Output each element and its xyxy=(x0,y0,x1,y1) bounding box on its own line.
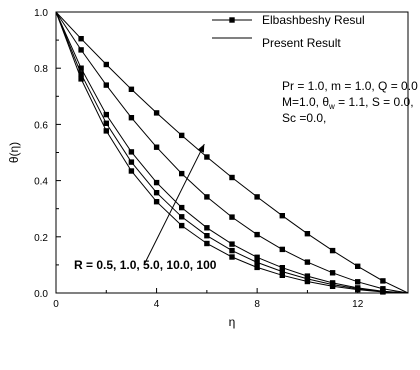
data-point xyxy=(204,225,210,231)
data-point xyxy=(78,71,84,77)
data-point xyxy=(229,214,235,220)
data-point xyxy=(229,174,235,181)
theta-subscript: w xyxy=(328,102,335,111)
data-point xyxy=(78,47,84,53)
parameters-note: Pr = 1.0, m = 1.0, Q = 0.0 M=1.0, θw = 1… xyxy=(282,79,418,125)
data-point xyxy=(204,240,210,247)
data-point xyxy=(204,154,210,160)
data-point xyxy=(153,199,160,205)
data-point xyxy=(204,194,210,200)
x-tick-label: 12 xyxy=(352,299,364,310)
data-point xyxy=(254,259,260,266)
legend-label-elbashbeshy: Elbashbeshy Resul xyxy=(262,13,365,27)
data-point xyxy=(304,231,311,237)
series-1 xyxy=(55,11,409,294)
series-5 xyxy=(55,11,409,295)
data-point xyxy=(153,110,160,116)
data-point xyxy=(279,272,285,278)
legend: Elbashbeshy Resul Present Result xyxy=(212,13,365,50)
data-point xyxy=(78,36,84,42)
data-point xyxy=(254,264,260,271)
data-point xyxy=(179,222,185,229)
data-point xyxy=(179,170,185,177)
data-point xyxy=(229,254,235,260)
data-point xyxy=(329,247,336,254)
data-point xyxy=(78,76,84,82)
data-point xyxy=(380,289,386,295)
data-point xyxy=(128,115,135,121)
series-4 xyxy=(55,11,409,295)
series-2 xyxy=(55,11,409,294)
data-point xyxy=(103,82,109,88)
data-point xyxy=(304,259,311,265)
series-3 xyxy=(55,11,409,294)
data-point xyxy=(279,246,285,253)
data-point xyxy=(128,149,135,155)
y-tick-label: 0.0 xyxy=(34,289,48,300)
data-point xyxy=(279,213,285,219)
parameters-line-2-end: = 1.1, S = 0.0, xyxy=(335,95,414,109)
data-point xyxy=(229,241,235,247)
legend-label-present: Present Result xyxy=(262,36,341,50)
data-point xyxy=(179,204,185,211)
data-point xyxy=(329,270,336,276)
data-point xyxy=(279,268,285,275)
parameters-line-2-start: M=1.0, θ xyxy=(282,95,329,109)
parameters-line-1: Pr = 1.0, m = 1.0, Q = 0.0 xyxy=(282,79,418,93)
data-point xyxy=(355,263,361,269)
x-tick-label: 4 xyxy=(154,299,160,310)
x-tick-label: 8 xyxy=(254,299,260,310)
plot-content xyxy=(55,11,409,295)
data-point xyxy=(279,265,285,271)
y-tick-label: 1.0 xyxy=(34,8,48,19)
data-point xyxy=(153,179,160,186)
data-point xyxy=(179,214,185,220)
data-point xyxy=(254,194,260,200)
data-point xyxy=(355,279,361,285)
x-axis-label: η xyxy=(229,315,236,329)
data-point xyxy=(329,283,336,289)
data-point xyxy=(103,111,109,118)
data-point xyxy=(304,278,311,285)
data-point xyxy=(254,231,260,238)
axis-ticks: 0 4 8 12 0.0 0.2 0.4 0.6 0.8 1.0 xyxy=(34,8,364,310)
legend-marker-elbashbeshy xyxy=(229,17,235,23)
annotation-arrowhead xyxy=(197,144,205,153)
y-tick-label: 0.2 xyxy=(34,233,48,244)
data-point xyxy=(153,190,160,196)
data-point xyxy=(128,159,135,165)
data-point xyxy=(380,278,386,284)
data-point xyxy=(128,86,135,92)
data-point xyxy=(153,144,160,150)
annotation-arrow xyxy=(143,143,205,266)
x-tick-label: 0 xyxy=(53,299,59,310)
data-point xyxy=(103,61,109,68)
data-point xyxy=(103,128,109,134)
y-tick-label: 0.6 xyxy=(34,120,48,131)
data-point xyxy=(103,120,109,126)
data-point xyxy=(204,233,210,239)
data-point xyxy=(179,132,185,139)
parameters-line-2: M=1.0, θw = 1.1, S = 0.0, xyxy=(282,95,414,111)
parameters-line-3: Sc =0.0, xyxy=(282,111,326,125)
annotation-label: R = 0.5, 1.0, 5.0, 10.0, 100 xyxy=(74,258,217,272)
y-tick-label: 0.8 xyxy=(34,64,48,75)
data-point xyxy=(254,254,260,260)
data-point xyxy=(229,247,235,254)
y-tick-label: 0.4 xyxy=(34,177,48,188)
data-point xyxy=(128,168,135,174)
data-point xyxy=(304,273,311,279)
y-axis-label: θ(η) xyxy=(7,142,21,163)
data-point xyxy=(78,65,84,71)
